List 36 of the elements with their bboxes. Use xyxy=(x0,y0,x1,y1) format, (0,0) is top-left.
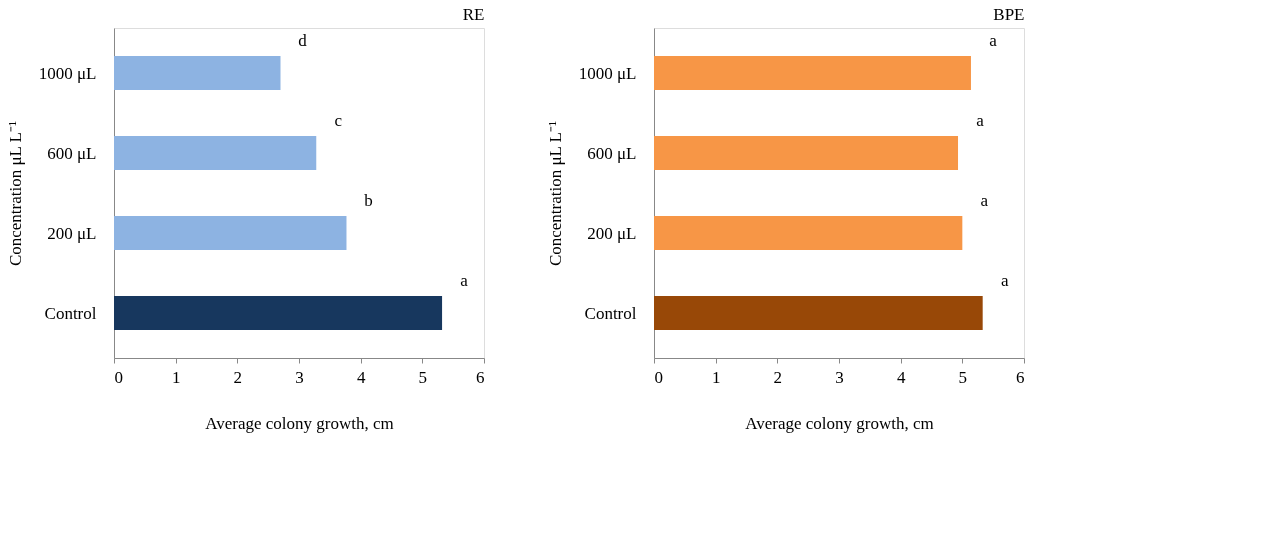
chart-title: BPE xyxy=(993,5,1025,24)
x-tick-label: 6 xyxy=(1016,367,1025,387)
y-tick-label: 200 μL xyxy=(587,223,637,243)
annotation: b xyxy=(364,191,373,210)
y-tick-label: Control xyxy=(44,303,97,323)
y-tick-label: 1000 μL xyxy=(578,63,637,83)
x-tick-label: 5 xyxy=(958,367,968,387)
x-tick-label: 4 xyxy=(356,367,366,387)
y-axis-title: Concentration μL L⁻¹ xyxy=(5,120,25,267)
y-tick-label: 200 μL xyxy=(47,223,97,243)
x-tick-label: 1 xyxy=(171,367,181,387)
annotation: a xyxy=(1000,271,1009,290)
y-tick-label: Control xyxy=(584,303,637,323)
annotation: d xyxy=(298,31,308,50)
annotation: a xyxy=(989,31,998,50)
x-tick-label: 3 xyxy=(835,367,844,387)
y-tick-label: 600 μL xyxy=(587,143,637,163)
chart-title: RE xyxy=(462,5,485,24)
annotation: c xyxy=(334,111,343,130)
annotation: a xyxy=(976,111,985,130)
x-axis-title: Average colony growth, cm xyxy=(205,413,394,433)
x-tick-label: 0 xyxy=(114,367,123,387)
x-tick-label: 0 xyxy=(654,367,663,387)
y-axis-title: Concentration μL L⁻¹ xyxy=(545,120,565,267)
x-tick-label: 5 xyxy=(418,367,428,387)
x-axis-title: Average colony growth, cm xyxy=(745,413,934,433)
x-tick-label: 6 xyxy=(476,367,485,387)
x-tick-label: 1 xyxy=(711,367,721,387)
x-tick-label: 2 xyxy=(773,367,783,387)
annotation: a xyxy=(980,191,989,210)
annotation: a xyxy=(460,271,469,290)
x-tick-label: 3 xyxy=(295,367,304,387)
y-tick-label: 1000 μL xyxy=(38,63,97,83)
x-tick-label: 4 xyxy=(896,367,906,387)
y-tick-label: 600 μL xyxy=(47,143,97,163)
x-tick-label: 2 xyxy=(233,367,243,387)
